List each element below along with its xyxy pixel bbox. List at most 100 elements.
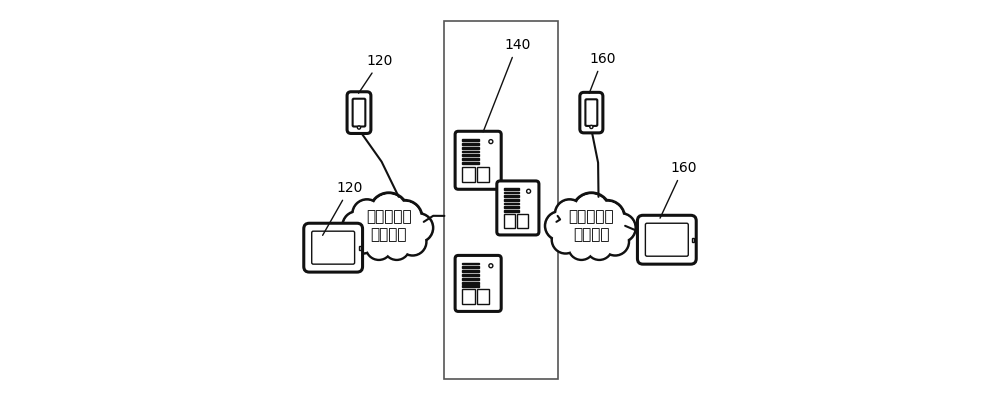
Text: 有线网络或
无线网络: 有线网络或 无线网络 <box>569 210 614 242</box>
FancyBboxPatch shape <box>312 231 355 264</box>
Circle shape <box>401 230 424 254</box>
FancyBboxPatch shape <box>347 92 371 134</box>
FancyBboxPatch shape <box>455 256 501 312</box>
Circle shape <box>590 125 593 128</box>
Bar <box>504 188 519 190</box>
Bar <box>462 262 479 264</box>
Circle shape <box>406 215 431 240</box>
FancyBboxPatch shape <box>353 99 365 126</box>
Circle shape <box>547 213 572 238</box>
Bar <box>462 150 479 152</box>
Circle shape <box>561 206 589 234</box>
Circle shape <box>386 236 408 258</box>
Circle shape <box>353 200 381 228</box>
Bar <box>462 286 479 287</box>
Bar <box>504 202 519 204</box>
Circle shape <box>592 202 623 233</box>
Bar <box>462 282 479 284</box>
Circle shape <box>590 200 625 235</box>
FancyBboxPatch shape <box>580 92 603 133</box>
Circle shape <box>587 234 612 260</box>
Circle shape <box>383 214 419 250</box>
Text: 160: 160 <box>660 161 697 218</box>
FancyBboxPatch shape <box>585 99 597 126</box>
Circle shape <box>552 226 579 253</box>
Circle shape <box>585 214 621 250</box>
Circle shape <box>555 200 584 228</box>
Text: 160: 160 <box>589 52 616 93</box>
Circle shape <box>359 206 387 234</box>
Circle shape <box>607 214 635 242</box>
Bar <box>504 210 519 212</box>
FancyBboxPatch shape <box>477 167 489 182</box>
Bar <box>462 142 479 144</box>
Circle shape <box>380 211 421 252</box>
Circle shape <box>344 213 370 238</box>
Circle shape <box>357 204 389 236</box>
Circle shape <box>557 201 582 226</box>
Circle shape <box>569 234 594 260</box>
Circle shape <box>366 234 392 260</box>
Circle shape <box>560 204 591 236</box>
Circle shape <box>545 212 574 240</box>
Circle shape <box>384 234 409 260</box>
FancyBboxPatch shape <box>504 214 515 228</box>
Circle shape <box>575 195 608 229</box>
Circle shape <box>343 212 371 240</box>
Bar <box>462 158 479 160</box>
Circle shape <box>370 193 408 231</box>
Circle shape <box>609 215 634 240</box>
Bar <box>462 162 479 164</box>
Text: 有线网络或
无线网络: 有线网络或 无线网络 <box>366 210 412 242</box>
Bar <box>462 270 479 272</box>
FancyBboxPatch shape <box>444 21 558 379</box>
Circle shape <box>565 214 602 250</box>
FancyBboxPatch shape <box>517 214 528 228</box>
Bar <box>359 246 361 250</box>
Bar <box>692 238 694 242</box>
FancyBboxPatch shape <box>462 289 475 304</box>
Circle shape <box>360 211 401 252</box>
FancyBboxPatch shape <box>304 223 363 272</box>
Bar <box>462 146 479 148</box>
Circle shape <box>563 211 604 252</box>
Circle shape <box>354 201 380 226</box>
Text: 120: 120 <box>359 54 393 93</box>
Bar <box>504 195 519 197</box>
Circle shape <box>570 236 593 258</box>
Circle shape <box>387 200 422 235</box>
Text: 140: 140 <box>483 38 530 132</box>
Circle shape <box>363 214 399 250</box>
Circle shape <box>372 195 406 229</box>
Text: 120: 120 <box>323 181 363 235</box>
Circle shape <box>572 193 610 231</box>
Bar <box>462 154 479 156</box>
FancyBboxPatch shape <box>637 215 696 264</box>
FancyBboxPatch shape <box>477 289 489 304</box>
Bar <box>504 206 519 208</box>
FancyBboxPatch shape <box>497 181 539 235</box>
FancyBboxPatch shape <box>462 167 475 182</box>
Circle shape <box>404 214 433 242</box>
Bar <box>462 138 479 140</box>
Circle shape <box>603 230 627 254</box>
Bar <box>462 266 479 268</box>
FancyBboxPatch shape <box>455 131 501 189</box>
Circle shape <box>602 228 629 255</box>
Bar <box>462 274 479 276</box>
Circle shape <box>399 228 426 255</box>
Circle shape <box>554 228 577 252</box>
Circle shape <box>527 189 531 193</box>
Circle shape <box>357 126 361 129</box>
Circle shape <box>351 228 375 252</box>
Circle shape <box>368 236 390 258</box>
Circle shape <box>583 211 624 252</box>
Bar <box>462 278 479 280</box>
Circle shape <box>489 140 493 144</box>
FancyBboxPatch shape <box>645 223 688 256</box>
Bar <box>504 192 519 194</box>
Circle shape <box>489 264 493 268</box>
Bar <box>504 199 519 201</box>
Circle shape <box>349 226 376 253</box>
Circle shape <box>389 202 420 233</box>
